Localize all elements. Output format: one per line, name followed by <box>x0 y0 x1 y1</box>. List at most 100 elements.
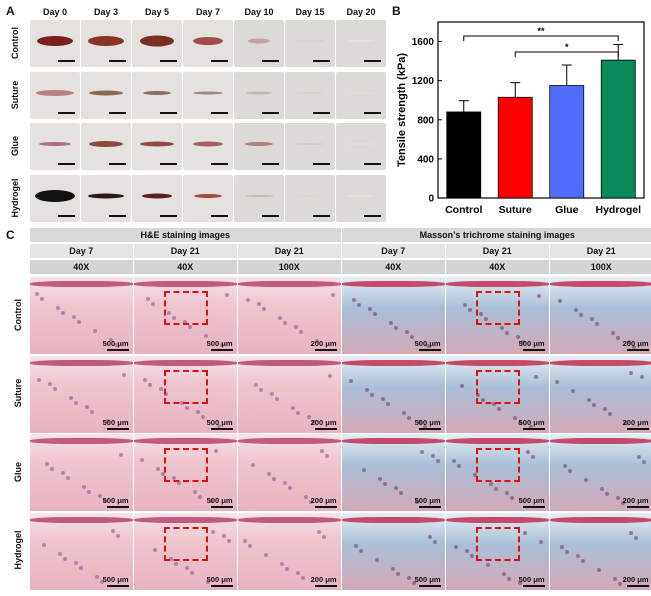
histology-row-label: Control <box>13 298 23 331</box>
wound-photo <box>234 71 284 119</box>
y-tick-label: 0 <box>428 194 434 205</box>
wound-photo <box>183 20 233 67</box>
day-header: Day 0 <box>42 7 68 17</box>
wound-mark <box>295 91 325 94</box>
wound-mark <box>143 90 171 95</box>
scale-bar <box>522 349 545 351</box>
scale-bar <box>418 349 441 351</box>
region-of-interest-box <box>164 369 208 404</box>
scale-bar <box>522 506 545 508</box>
scale-bar <box>58 60 75 62</box>
wound-mark <box>346 194 376 197</box>
epidermis-layer <box>342 359 445 366</box>
wound-photo <box>81 174 131 222</box>
scale-bar <box>262 111 279 114</box>
wound-mark <box>245 142 273 147</box>
scale-bar <box>109 214 126 217</box>
wound-photo <box>285 71 335 119</box>
epidermis-layer <box>342 516 445 523</box>
column-magnification-header: 40X <box>446 260 549 274</box>
histology-image: 200 μm <box>238 434 341 511</box>
wound-photo <box>30 20 80 67</box>
region-of-interest-box <box>164 526 208 561</box>
histology-image: 500 μm <box>30 355 133 433</box>
scale-label: 500 μm <box>102 417 129 427</box>
scale-bar <box>58 163 75 165</box>
wound-photo <box>336 71 386 119</box>
wound-photo <box>81 123 131 170</box>
epidermis-layer <box>446 516 549 523</box>
scale-bar <box>313 60 330 62</box>
scale-label: 500 μm <box>206 496 233 505</box>
histology-image: 500 μm <box>134 355 237 433</box>
scale-label: 200 μm <box>622 496 649 505</box>
scale-label: 500 μm <box>414 339 441 348</box>
column-magnification-header: 40X <box>30 260 133 274</box>
wound-photo <box>183 71 233 119</box>
scale-bar <box>106 584 129 587</box>
x-tick-label: Control <box>445 204 482 216</box>
panel-letter-c: C <box>6 228 15 242</box>
scale-label: 200 μm <box>622 417 649 427</box>
panel-letter-b: B <box>392 4 401 18</box>
histology-image: 500 μm <box>342 512 445 590</box>
day-header: Day 10 <box>244 7 274 17</box>
scale-bar <box>211 111 228 114</box>
panel-a-wound-photos: A Day 0 Day 3 Day 5 Day 7 Day 10 Day 15 Day 20… <box>0 0 392 222</box>
group-header: H&E staining images <box>30 228 341 242</box>
wound-mark <box>193 37 223 46</box>
wound-mark <box>346 143 376 146</box>
histology-row-label: Suture <box>13 378 23 408</box>
scale-label: 500 μm <box>206 339 233 348</box>
epidermis-layer <box>550 438 651 444</box>
scale-bar <box>364 163 381 165</box>
wound-photo <box>30 71 80 119</box>
wound-mark <box>193 141 223 147</box>
histology-image: 200 μm <box>550 434 651 511</box>
histology-image: 500 μm <box>342 434 445 511</box>
histology-image: 500 μm <box>30 434 133 511</box>
histology-image: 200 μm <box>550 277 651 354</box>
wound-mark <box>89 141 123 148</box>
scale-label: 500 μm <box>414 496 441 505</box>
column-magnification-header: 100X <box>238 260 341 274</box>
histology-image: 500 μm <box>446 512 549 590</box>
scale-bar <box>314 427 337 430</box>
wound-photo <box>30 174 80 222</box>
epidermis-layer <box>238 516 341 523</box>
epidermis-layer <box>238 438 341 444</box>
scale-bar <box>626 506 649 508</box>
wound-mark <box>88 193 124 199</box>
y-tick-label: 1600 <box>412 37 435 48</box>
wound-mark <box>140 141 174 147</box>
histology-image: 200 μm <box>238 512 341 590</box>
epidermis-layer <box>30 516 133 523</box>
wound-mark <box>244 194 274 197</box>
region-of-interest-box <box>476 369 520 404</box>
scale-bar <box>211 163 228 165</box>
wound-mark <box>140 35 174 47</box>
scale-bar <box>626 427 649 430</box>
epidermis-layer <box>134 281 237 287</box>
histology-image: 500 μm <box>134 512 237 590</box>
column-day-header: Day 7 <box>30 244 133 258</box>
region-of-interest-box <box>164 291 208 325</box>
wound-mark <box>88 36 124 47</box>
scale-label: 500 μm <box>102 496 129 505</box>
wound-mark <box>246 91 272 95</box>
group-label: Control <box>10 27 20 59</box>
wound-photo <box>132 123 182 170</box>
panel-b-tensile-chart: B 0 400 800 1200 1600 Tensile strength (kPa) C… <box>392 0 651 222</box>
y-tick-label: 400 <box>417 154 434 165</box>
scale-bar <box>314 584 337 587</box>
scale-label: 500 μm <box>206 574 233 584</box>
wound-mark <box>37 36 73 47</box>
wound-mark <box>295 143 325 146</box>
epidermis-layer <box>446 359 549 366</box>
scale-label: 500 μm <box>518 339 545 348</box>
group-header: Masson’s trichrome staining images <box>342 228 651 242</box>
histology-row-label: Hydrogel <box>13 530 23 570</box>
epidermis-layer <box>238 281 341 287</box>
day-header: Day 7 <box>195 7 221 17</box>
histology-image: 500 μm <box>446 434 549 511</box>
